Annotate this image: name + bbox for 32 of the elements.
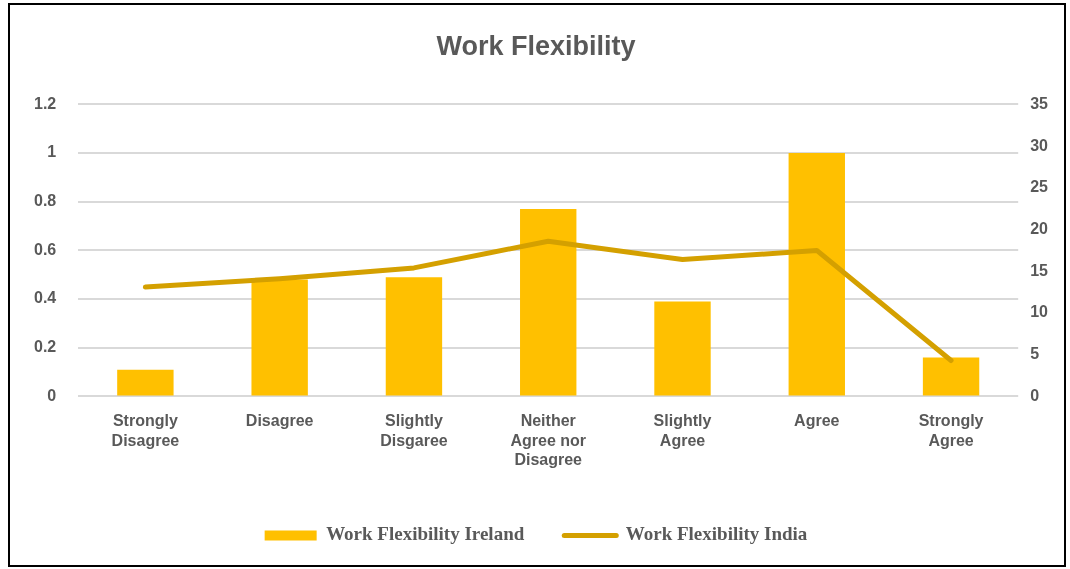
bar [520,209,577,396]
y-tick-label: 1.2 [33,94,57,112]
y2-tick-label: 15 [1030,261,1049,279]
x-tick-label: Strongly Agree [918,412,984,449]
x-tick-label: Strongly Disagree [111,412,180,449]
x-tick-label: Agree [794,412,840,430]
y2-tick-label: 5 [1030,345,1040,363]
bar [117,369,174,396]
x-tick-label: Neither Agree nor Disagree [510,412,587,468]
legend-label: Work Flexibility Ireland [326,523,525,545]
chart-title: Work Flexibility [436,30,636,61]
bar [654,301,711,396]
y2-tick-label: 25 [1030,178,1049,196]
x-tick-label: Slightly Agree [653,412,712,449]
y-tick-label: 0.8 [33,192,57,210]
bar [788,153,845,396]
y-tick-label: 0 [47,386,57,404]
y-tick-label: 0.6 [33,240,57,258]
y-tick-label: 0.2 [33,338,57,356]
bar [922,357,980,396]
bar [251,279,308,396]
y2-tick-label: 10 [1030,303,1049,321]
y2-tick-label: 0 [1030,386,1040,404]
y2-tick-label: 35 [1030,94,1049,112]
legend-label: Work Flexibility India [625,523,808,545]
y2-tick-label: 30 [1030,136,1049,154]
x-tick-label: Disagree [245,412,314,430]
bar [385,277,443,396]
x-tick-label: Slightly Disgaree [380,412,448,449]
y2-tick-label: 20 [1030,219,1049,237]
y-tick-label: 1 [47,143,57,161]
y-tick-label: 0.4 [33,289,57,307]
